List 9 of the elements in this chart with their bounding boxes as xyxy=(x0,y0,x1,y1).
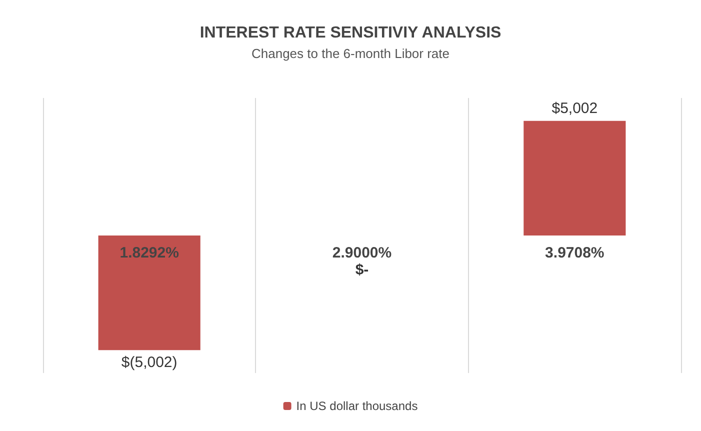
x-tick-label: 1.8292% xyxy=(120,244,179,262)
legend-label: In US dollar thousands xyxy=(296,399,418,413)
chart-title: INTEREST RATE SENSITIVIY ANALYSIS xyxy=(200,24,502,42)
chart-subtitle: Changes to the 6-month Libor rate xyxy=(251,46,450,61)
data-label: $(5,002) xyxy=(121,354,178,372)
x-tick-label: 3.9708% xyxy=(545,244,604,262)
x-tick-label: 2.9000% xyxy=(332,244,392,262)
data-label: $- xyxy=(355,262,369,278)
data-label: $5,002 xyxy=(552,100,598,117)
